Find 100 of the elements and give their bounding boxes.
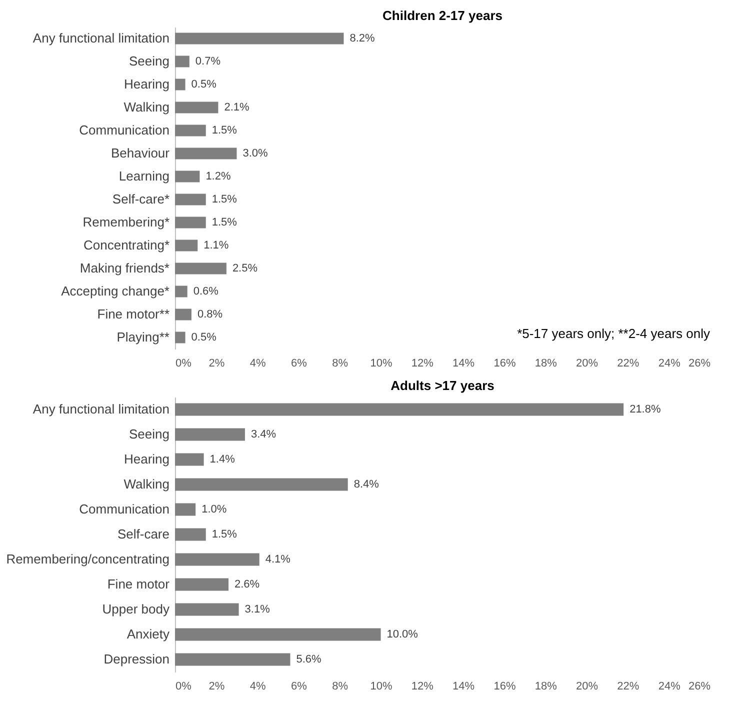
x-tick-label: 8% (332, 680, 348, 692)
y-tick-label: Making friends* (80, 260, 170, 276)
x-tick-label: 22% (617, 680, 640, 692)
x-tick-label: 6% (291, 680, 308, 692)
y-tick-label: Remembering* (82, 214, 170, 230)
data-label: 21.8% (630, 404, 661, 416)
bar (175, 628, 381, 641)
bar (175, 478, 348, 491)
x-tick-label: 2% (208, 358, 225, 370)
data-label: 8.4% (354, 478, 380, 490)
data-label: 10.0% (386, 628, 418, 640)
data-label: 0.5% (191, 332, 217, 344)
bar (175, 102, 218, 114)
y-tick-label: Seeing (129, 426, 170, 442)
data-label: 1.2% (206, 170, 231, 182)
x-tick-label: 16% (494, 358, 516, 370)
data-label: 0.7% (195, 56, 221, 68)
x-tick-label: 26% (688, 358, 711, 370)
data-label: 4.1% (265, 554, 291, 566)
y-tick-label: Behaviour (110, 146, 170, 160)
bar (175, 194, 206, 206)
x-tick-label: 4% (250, 358, 266, 370)
bar (175, 286, 188, 298)
bar (175, 56, 190, 68)
y-tick-label: Fine motor (107, 576, 170, 592)
data-label: 8.2% (350, 32, 376, 44)
y-tick-label: Fine motor** (97, 306, 170, 322)
x-tick-label: 26% (688, 680, 711, 692)
y-tick-label: Concentrating* (84, 238, 170, 252)
data-label: 1.4% (210, 454, 236, 466)
bar (175, 124, 206, 136)
y-tick-label: Anxiety (126, 626, 170, 642)
x-tick-label: 6% (291, 358, 308, 370)
y-tick-label: Self-care (117, 526, 170, 542)
y-tick-label: Seeing (129, 54, 170, 68)
x-tick-label: 4% (250, 680, 266, 692)
y-tick-label: Accepting change* (61, 284, 170, 298)
x-tick-label: 18% (534, 358, 558, 370)
x-tick-label: 24% (658, 680, 681, 692)
bar (175, 578, 228, 591)
bar (175, 216, 206, 228)
y-tick-label: Hearing (124, 452, 170, 466)
data-label: 5.6% (296, 654, 322, 666)
y-tick-label: Walking (124, 476, 170, 492)
bar (175, 553, 260, 566)
chart-title: Children 2-17 years (382, 8, 502, 23)
y-tick-label: Walking (124, 100, 170, 114)
bar (175, 308, 192, 320)
y-tick-label: Any functional limitation (32, 402, 170, 416)
bar (175, 32, 344, 44)
chart-title: Adults >17 years (390, 378, 494, 393)
x-tick-label: 16% (494, 680, 516, 692)
bar (175, 653, 290, 666)
x-tick-label: 8% (332, 358, 348, 370)
x-tick-label: 14% (452, 358, 475, 370)
bar (175, 528, 206, 541)
x-tick-label: 10% (370, 358, 392, 370)
x-tick-label: 10% (370, 680, 392, 692)
x-tick-label: 2% (208, 680, 225, 692)
data-label: 1.1% (204, 240, 229, 252)
data-label: 2.1% (224, 102, 250, 114)
data-label: 3.0% (242, 148, 268, 160)
y-tick-label: Communication (79, 502, 170, 516)
bar (175, 403, 624, 416)
y-tick-label: Communication (79, 122, 170, 138)
bar (175, 428, 245, 441)
bar (175, 148, 237, 160)
y-tick-label: Upper body (102, 602, 170, 616)
data-label: 0.6% (193, 286, 219, 298)
data-label: 1.5% (212, 194, 238, 206)
x-tick-label: 12% (411, 358, 434, 370)
data-label: 3.4% (250, 428, 276, 440)
annotation: *5-17 years only; **2-4 years only (517, 326, 710, 341)
data-label: 1.5% (212, 216, 238, 228)
y-tick-label: Hearing (124, 76, 170, 92)
bar (175, 503, 196, 516)
x-tick-label: 12% (411, 680, 434, 692)
bar (175, 603, 239, 616)
bar (175, 332, 186, 344)
y-tick-label: Any functional limitation (32, 30, 170, 46)
bar (175, 78, 186, 90)
y-tick-label: Playing** (116, 330, 170, 344)
bar (175, 453, 204, 466)
data-label: 1.5% (212, 528, 238, 540)
y-tick-label: Remembering/concentrating (6, 552, 170, 566)
data-label: 2.6% (234, 578, 260, 590)
data-label: 1.5% (212, 124, 238, 136)
x-tick-label: 0% (176, 680, 192, 692)
x-tick-label: 24% (658, 358, 681, 370)
data-label: 2.5% (232, 262, 258, 274)
data-label: 0.5% (191, 78, 217, 90)
x-tick-label: 20% (576, 358, 598, 370)
y-tick-label: Self-care* (112, 192, 170, 206)
bar (175, 170, 200, 182)
data-label: 3.1% (244, 604, 270, 616)
y-tick-label: Learning (118, 168, 170, 184)
y-tick-label: Depression (104, 652, 170, 666)
x-tick-label: 18% (534, 680, 558, 692)
bar (175, 240, 198, 252)
x-tick-label: 14% (452, 680, 475, 692)
